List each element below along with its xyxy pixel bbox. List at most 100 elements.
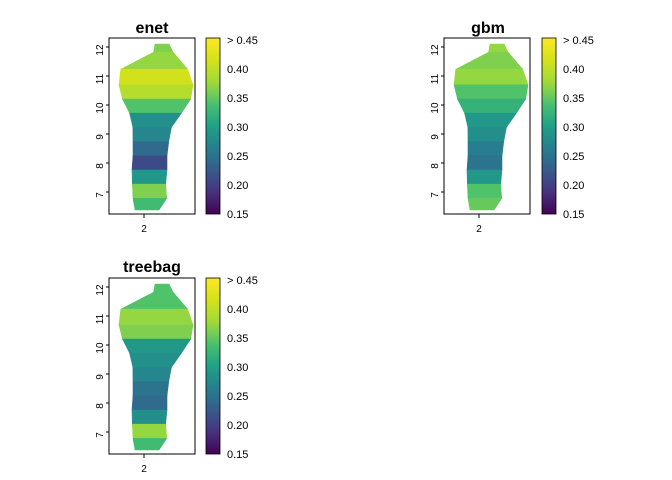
y-tick-label: 11 [430,73,441,84]
colorbar-label: 0.15 [563,209,584,221]
heat-cell [131,395,168,411]
heat-cell [131,155,168,171]
heat-cell [131,169,168,185]
y-tick-label: 8 [95,403,106,409]
colorbar-ramp [541,37,557,215]
heat-cell [122,338,192,354]
y-tick-label: 8 [430,163,441,169]
heat-cell [132,141,170,157]
y-tick-label: 10 [95,102,106,114]
colorbar-label: 0.40 [227,304,248,316]
colorbar-label: 0.25 [227,151,248,163]
y-tick-label: 12 [430,44,441,56]
heat-cell [132,438,168,451]
heat-cell [466,155,503,171]
heat-cell [118,84,194,100]
colorbar-label: 0.30 [227,362,248,374]
heat-cell [118,324,194,340]
heat-cell [453,84,529,100]
panel-treebag: treebag 12 11 10 9 8 7 2 > 0.45 0.40 0.3… [95,259,258,475]
colorbar-label: 0.40 [227,64,248,76]
heat-cell [466,169,503,185]
plot-frame [443,37,531,215]
map-region [118,283,194,451]
heat-cell [467,141,505,157]
heat-cell [129,352,182,368]
heat-cell [132,381,170,397]
heat-cell [457,98,527,114]
y-tick-label: 9 [95,374,106,380]
x-axis: 2 [141,214,147,235]
colorbar-label: 0.35 [227,93,248,105]
heat-cell [464,112,517,128]
x-tick-label: 2 [141,224,147,235]
y-axis: 12 11 10 9 8 7 [95,284,109,438]
panel-title: gbm [471,20,505,37]
colorbar-label: 0.40 [563,64,584,76]
colorbar-label: 0.30 [227,122,248,134]
heat-cell [120,291,189,310]
y-tick-label: 12 [95,44,106,56]
panel-gbm: gbm 12 11 10 9 8 7 2 > 0.45 0.40 0.35 0.… [430,20,594,235]
heat-cell [467,198,503,211]
x-tick-label: 2 [476,224,482,235]
colorbar-ramp [205,37,221,215]
colorbar-ramp [205,277,221,455]
panel-title: enet [136,20,170,37]
colorbar-label: 0.35 [227,333,248,345]
colorbar-label: 0.35 [563,93,584,105]
colorbar-label: > 0.45 [227,275,258,287]
heat-cell [132,423,168,439]
y-tick-label: 7 [430,192,441,198]
heat-cell [120,51,189,70]
x-tick-label: 2 [141,464,147,475]
heat-cell [132,367,172,382]
colorbar-label: 0.20 [227,420,248,432]
y-tick-label: 9 [95,134,106,140]
heat-cell [153,283,174,293]
heat-cell [118,308,194,326]
heat-cell [467,127,507,142]
heat-cell [488,43,509,53]
colorbar-label: 0.15 [227,449,248,461]
colorbar-label: 0.30 [563,122,584,134]
heat-cell [455,51,524,70]
heat-cell [132,127,172,142]
y-tick-label: 7 [95,432,106,438]
colorbar-label: > 0.45 [563,35,594,47]
map-region [453,43,529,211]
map-region [118,43,194,211]
colorbar-label: 0.25 [227,391,248,403]
colorbar: > 0.45 0.40 0.35 0.30 0.25 0.20 0.15 [541,35,594,221]
plot-frame [108,277,196,455]
colorbar: > 0.45 0.40 0.35 0.30 0.25 0.20 0.15 [205,275,258,461]
panel-enet: enet 12 11 10 9 8 7 2 > 0.45 0.40 0.35 0… [95,20,258,235]
y-tick-label: 9 [430,134,441,140]
heat-cell [129,112,182,128]
y-axis: 12 11 10 9 8 7 [95,44,109,198]
colorbar: > 0.45 0.40 0.35 0.30 0.25 0.20 0.15 [205,35,258,221]
y-tick-label: 11 [95,73,106,84]
heat-cell [132,183,168,199]
y-tick-label: 11 [95,313,106,324]
y-tick-label: 12 [95,284,106,296]
heat-cell [122,98,192,114]
heat-cell [453,68,529,86]
colorbar-label: > 0.45 [227,35,258,47]
y-tick-label: 10 [95,342,106,354]
heat-cell [467,183,503,199]
colorbar-label: 0.20 [227,180,248,192]
heat-cell [132,198,168,211]
panel-title: treebag [123,259,181,276]
colorbar-label: 0.20 [563,180,584,192]
heat-cell [131,409,168,425]
x-axis: 2 [141,454,147,475]
y-tick-label: 10 [430,102,441,114]
y-axis: 12 11 10 9 8 7 [430,44,444,198]
x-axis: 2 [476,214,482,235]
heat-cell [153,43,174,53]
plot-frame [108,37,196,215]
y-tick-label: 8 [95,163,106,169]
colorbar-label: 0.15 [227,209,248,221]
